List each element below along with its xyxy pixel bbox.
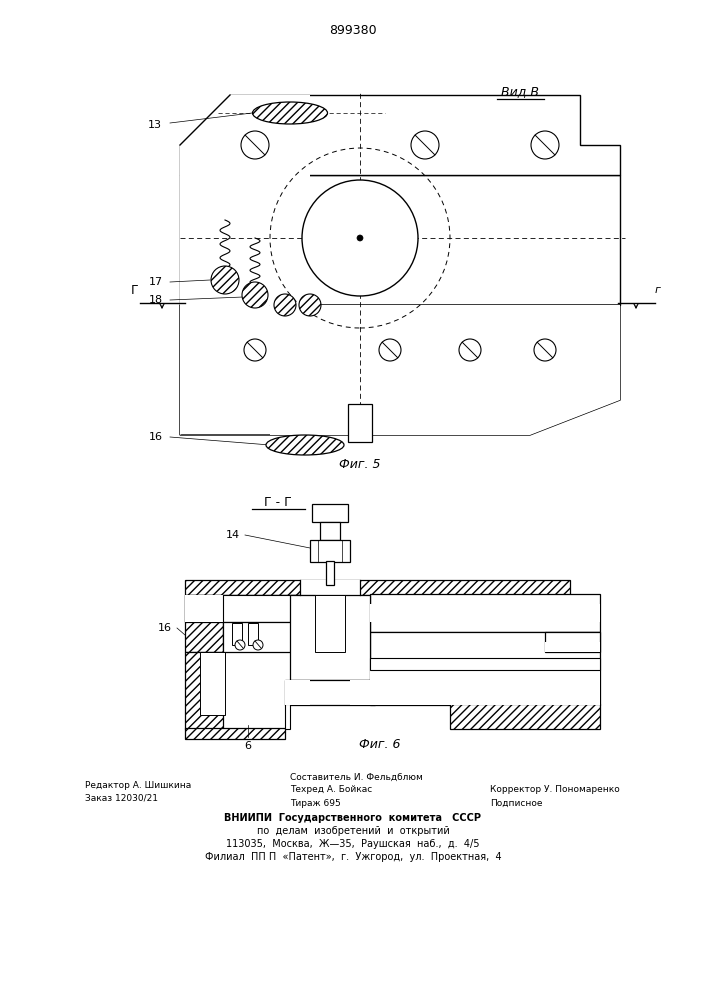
Bar [350,680,375,705]
Text: Редактор А. Шишкина: Редактор А. Шишкина [85,780,192,790]
Bar [290,595,370,680]
Text: Вид В: Вид В [501,86,539,99]
Bar [223,595,315,622]
Circle shape [241,131,269,159]
Text: Фиг. 6: Фиг. 6 [359,738,401,752]
Text: Подписное: Подписное [490,798,542,808]
Circle shape [411,131,439,159]
Text: Составитель И. Фельдблюм: Составитель И. Фельдблюм [290,772,423,782]
Bar [370,604,600,622]
Bar [545,632,600,652]
Bar [232,623,242,645]
Text: 17: 17 [149,277,163,287]
Text: 16: 16 [158,623,172,633]
Polygon shape [180,95,620,175]
Bar [185,595,315,622]
Text: Филиал  ПП П  «Патент»,  г.  Ужгород,  ул.  Проектная,  4: Филиал ПП П «Патент», г. Ужгород, ул. Пр… [205,852,501,862]
Text: Заказ 12030/21: Заказ 12030/21 [85,794,158,802]
Polygon shape [530,305,620,435]
Circle shape [459,339,481,361]
Circle shape [357,235,363,241]
Text: Фиг. 5: Фиг. 5 [339,458,381,472]
Bar [370,594,600,632]
Bar [185,595,223,652]
Polygon shape [180,175,620,305]
Circle shape [244,339,266,361]
Circle shape [235,640,245,650]
Circle shape [534,339,556,361]
Circle shape [211,266,239,294]
Polygon shape [180,305,270,435]
Text: г: г [655,285,661,295]
Text: по  делам  изобретений  и  открытий: по делам изобретений и открытий [257,826,450,836]
Bar [285,680,375,705]
Bar [248,623,258,645]
Bar [270,420,530,435]
Bar [185,580,570,595]
Circle shape [253,640,263,650]
Bar [326,561,334,585]
Text: 899380: 899380 [329,23,377,36]
Text: ВНИИПИ  Государственного  комитета   СССР: ВНИИПИ Государственного комитета СССР [225,813,481,823]
Circle shape [531,131,559,159]
Circle shape [379,339,401,361]
Bar [370,670,600,705]
Bar [300,580,360,595]
Ellipse shape [252,102,327,124]
Circle shape [299,294,321,316]
Bar [450,704,600,729]
Bar [310,540,350,562]
Text: Техред А. Бойкас: Техред А. Бойкас [290,786,373,794]
Polygon shape [180,175,310,305]
Text: 14: 14 [226,530,240,540]
Circle shape [274,294,296,316]
Bar [270,305,530,320]
Text: 13: 13 [148,120,162,130]
Text: Тираж 695: Тираж 695 [290,798,341,808]
Bar [185,595,223,622]
Bar [370,632,600,705]
Text: Корректор У. Пономаренко: Корректор У. Пономаренко [490,786,620,794]
Bar [285,680,310,705]
Bar [185,728,285,739]
Circle shape [302,180,418,296]
Polygon shape [180,95,310,175]
Bar [545,642,600,652]
Polygon shape [180,305,620,435]
Bar [320,522,340,540]
Text: 113035,  Москва,  Ж—35,  Раушская  наб.,  д.  4/5: 113035, Москва, Ж—35, Раушская наб., д. … [226,839,480,849]
Bar [315,595,345,652]
Text: Г: Г [132,284,139,296]
Text: 16: 16 [149,432,163,442]
Ellipse shape [266,435,344,455]
Bar [185,652,223,729]
Bar [223,622,315,652]
Text: 18: 18 [149,295,163,305]
Bar [200,652,225,715]
Bar [348,404,372,442]
Circle shape [242,282,268,308]
Text: Г - Г: Г - Г [264,495,292,508]
Bar [285,704,290,729]
Text: 6: 6 [245,741,252,751]
Bar [312,504,348,522]
Bar [370,658,600,670]
